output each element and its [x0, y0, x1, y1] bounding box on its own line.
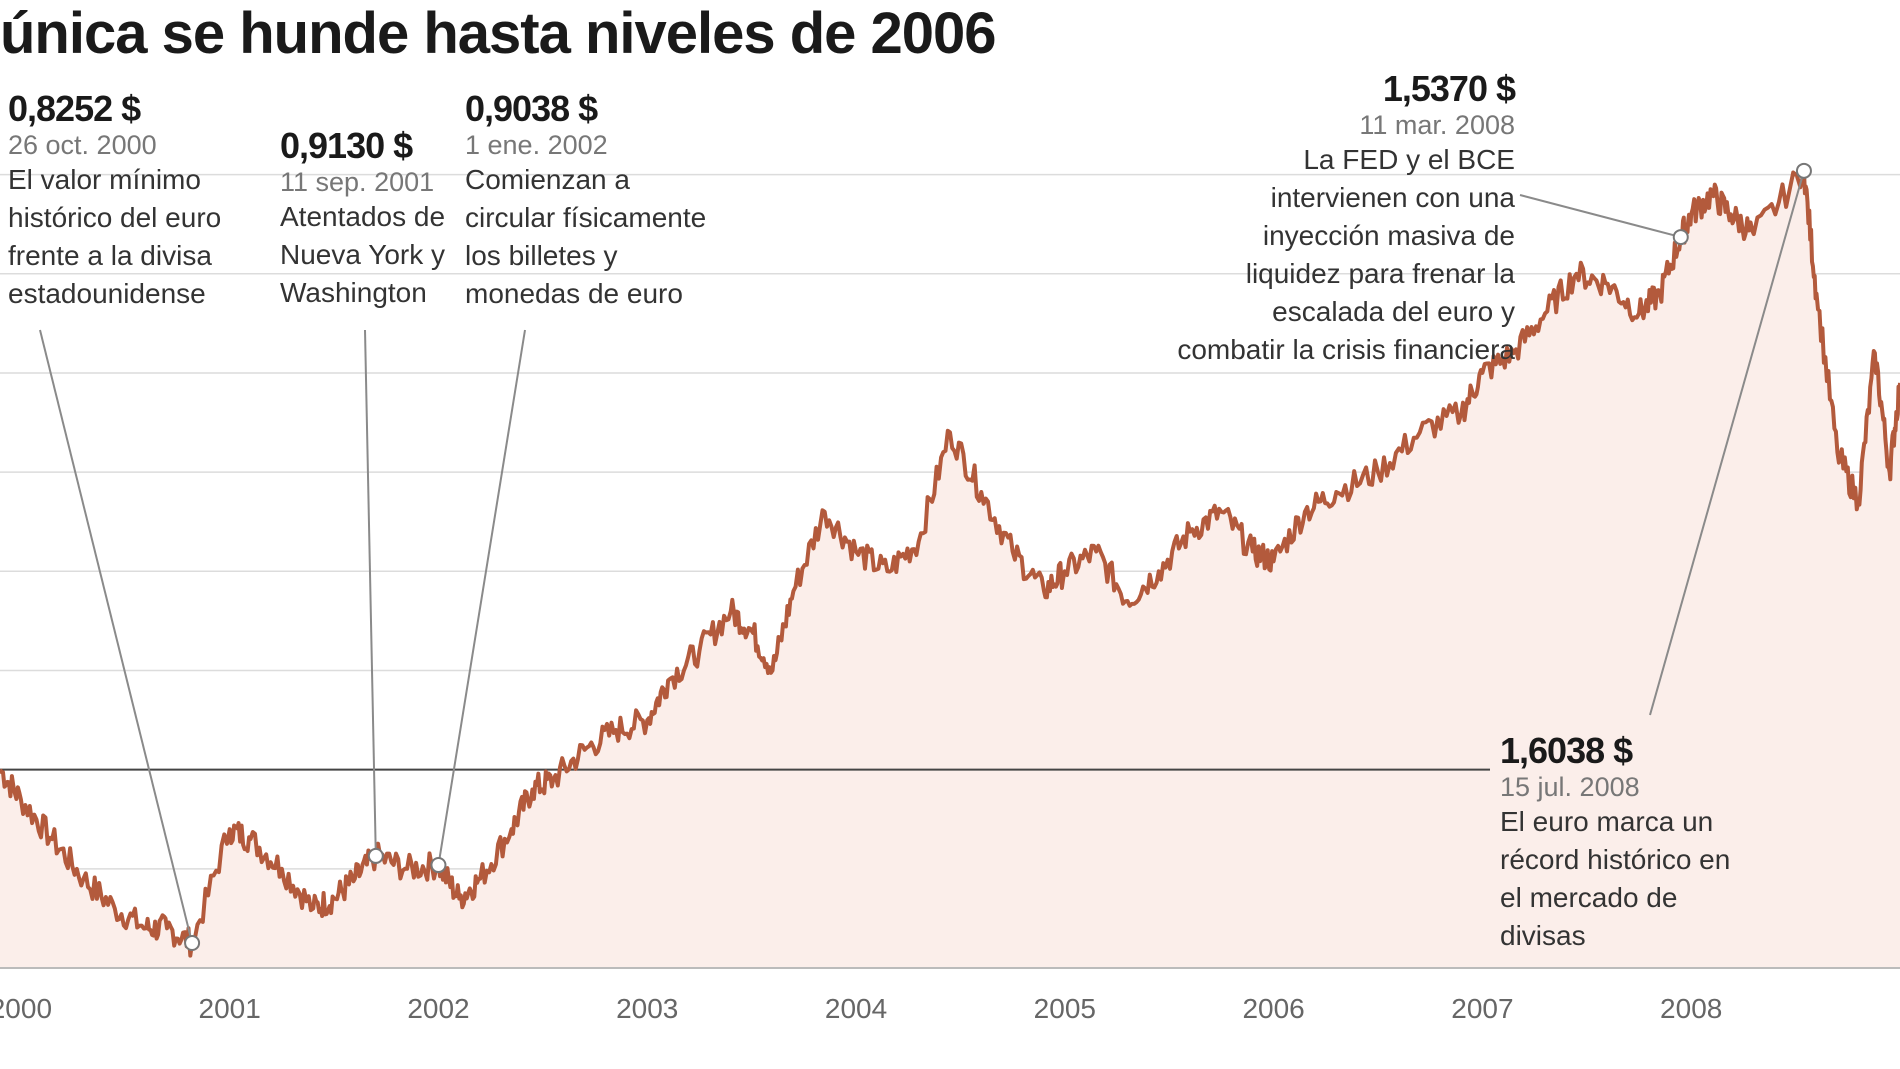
chart-title: única se hunde hasta niveles de 2006 — [0, 1, 997, 66]
annotation-leader-line — [364, 329, 377, 856]
annotation-jul-2008-record: 1,6038 $ 15 jul. 2008 El euro marca un r… — [1500, 730, 1750, 955]
x-axis: 2000 2001 2002 2003 2004 2005 2006 2007 2008 — [0, 967, 1900, 1024]
x-tick-label: 2005 — [1034, 993, 1096, 1024]
annotation-marker — [430, 857, 447, 874]
x-tick-label: 2006 — [1242, 993, 1304, 1024]
annotation-date: 26 oct. 2000 — [8, 130, 157, 160]
annotation-text: Comienzan a circular físicamente los bil… — [465, 164, 707, 309]
annotation-leader-line — [39, 329, 194, 944]
annotation-date: 15 jul. 2008 — [1500, 772, 1640, 802]
annotation-value: 0,9130 $ — [280, 125, 413, 166]
x-tick-label: 2008 — [1660, 993, 1722, 1024]
annotation-value: 0,8252 $ — [8, 88, 141, 129]
x-tick-label: 2004 — [825, 993, 887, 1024]
annotation-jan-2002: 0,9038 $ 1 ene. 2002 Comienzan a circula… — [465, 88, 710, 313]
annotation-text: El euro marca un récord histórico en el … — [1500, 806, 1731, 951]
annotation-value: 1,5370 $ — [1382, 68, 1516, 109]
annotation-marker — [1795, 162, 1812, 179]
x-tick-label: 2001 — [199, 993, 261, 1024]
annotation-marker — [184, 935, 201, 952]
x-tick-label: 2003 — [616, 993, 678, 1024]
annotation-value: 0,9038 $ — [465, 88, 598, 129]
series-line — [0, 168, 1900, 958]
annotation-date: 1 ene. 2002 — [465, 130, 608, 160]
annotation-mar-2008: 1,5370 $ 11 mar. 2008 La FED y el BCE in… — [1175, 68, 1516, 369]
annotation-marker — [367, 847, 384, 864]
annotation-sep-2001: 0,9130 $ 11 sep. 2001 Atentados de Nueva… — [280, 125, 450, 312]
annotation-text: El valor mínimo histórico del euro frent… — [8, 164, 222, 309]
annotation-leaders — [39, 162, 1812, 952]
annotation-value: 1,6038 $ — [1500, 730, 1633, 771]
x-tick-label: 2002 — [407, 993, 469, 1024]
annotation-text: La FED y el BCE intervienen con una inye… — [1177, 144, 1515, 365]
annotation-leader-line — [1649, 170, 1805, 716]
annotation-minimum-2000: 0,8252 $ 26 oct. 2000 El valor mínimo hi… — [8, 88, 258, 313]
annotation-leader-line — [1519, 194, 1682, 239]
annotation-text: Atentados de Nueva York y Washington — [280, 201, 446, 308]
annotation-date: 11 sep. 2001 — [280, 167, 435, 197]
x-tick-label: 2000 — [0, 993, 52, 1024]
annotation-date: 11 mar. 2008 — [1359, 110, 1515, 140]
annotation-leader-line — [437, 329, 526, 866]
x-tick-label: 2007 — [1451, 993, 1513, 1024]
annotation-marker — [1672, 229, 1689, 246]
